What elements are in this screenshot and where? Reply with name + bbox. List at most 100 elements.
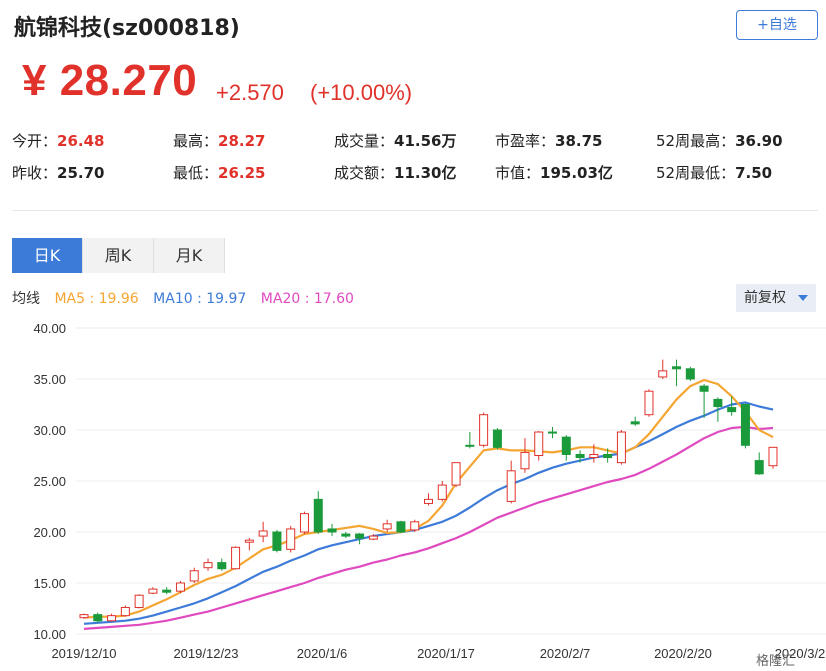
add-to-watchlist-button[interactable]: +自选	[736, 10, 818, 40]
stat-item: 52周最高：36.90	[656, 130, 783, 151]
ma20-legend: MA20 : 17.60	[260, 291, 354, 307]
x-tick-label: 2019/12/23	[173, 646, 238, 661]
candle-body	[286, 528, 296, 550]
candle-body	[217, 562, 227, 570]
candle-body	[685, 368, 695, 380]
x-tick-label: 2019/12/10	[51, 646, 116, 661]
stat-value: 11.30亿	[394, 164, 457, 182]
ma5-legend: MA5 : 19.96	[54, 291, 139, 307]
y-tick-label: 10.00	[33, 627, 66, 642]
candle-body	[479, 414, 489, 446]
candle-body	[189, 570, 199, 582]
price-change: +2.570	[216, 80, 284, 105]
stat-value: 26.48	[57, 132, 105, 150]
candle-body	[313, 498, 323, 533]
stat-label: 52周最高：	[656, 132, 736, 150]
candle-body	[327, 528, 337, 533]
stat-item: 最高：28.27	[173, 130, 265, 151]
x-tick-label: 2020/3/2	[775, 646, 826, 661]
candle-body	[148, 588, 158, 594]
candle-body	[603, 453, 613, 459]
stat-item: 今开：26.48	[12, 130, 104, 151]
ma10-line	[83, 401, 774, 625]
stat-label: 昨收：	[12, 164, 58, 182]
candle-body	[616, 431, 626, 464]
candle-body	[561, 436, 571, 455]
tab-daily-k[interactable]: 日K	[12, 238, 83, 273]
candle-body	[79, 614, 89, 619]
candle-body	[382, 523, 392, 530]
y-tick-label: 20.00	[33, 525, 66, 540]
candle-body	[754, 460, 764, 475]
stat-item: 昨收：25.70	[12, 162, 104, 183]
stat-label: 市值：	[495, 164, 541, 182]
stat-item: 52周最低：7.50	[656, 162, 772, 183]
candle-body	[492, 429, 502, 448]
y-tick-label: 40.00	[33, 321, 66, 336]
current-price: ¥ 28.270	[22, 56, 198, 105]
candle-body	[162, 589, 172, 593]
stat-label: 市盈率：	[495, 132, 556, 150]
candle-body	[437, 484, 447, 500]
candle-body	[299, 513, 309, 533]
candle-body	[506, 470, 516, 502]
candle-body	[203, 562, 213, 569]
candle-body	[258, 530, 268, 537]
watermark: 格隆汇	[756, 654, 796, 669]
candle-body	[589, 453, 599, 459]
price-change-percent: (+10.00%)	[310, 80, 413, 105]
adjust-type-label: 前复权	[744, 290, 786, 306]
candle-body	[368, 535, 378, 540]
candle-body	[244, 539, 254, 543]
y-tick-label: 25.00	[33, 474, 66, 489]
stat-item: 最低：26.25	[173, 162, 265, 183]
candle-body	[575, 453, 585, 459]
stat-value: 25.70	[57, 164, 105, 182]
stat-value: 195.03亿	[540, 164, 613, 182]
candle-body	[107, 615, 117, 622]
stat-item: 成交量：41.56万	[334, 130, 456, 151]
candle-body	[231, 546, 241, 570]
stat-label: 今开：	[12, 132, 58, 150]
candle-body	[134, 594, 144, 608]
stat-label: 最低：	[173, 164, 219, 182]
y-tick-label: 35.00	[33, 372, 66, 387]
candle-body	[672, 366, 682, 370]
tab-weekly-k[interactable]: 周K	[83, 238, 154, 273]
candle-body	[341, 533, 351, 537]
candle-body	[396, 521, 406, 533]
stat-label: 最高：	[173, 132, 219, 150]
candle-body	[451, 462, 461, 486]
stat-value: 7.50	[735, 164, 773, 182]
adjust-type-select[interactable]: 前复权	[736, 284, 816, 312]
candle-body	[93, 614, 103, 622]
stock-title: 航锦科技(sz000818)	[14, 16, 240, 41]
divider	[12, 210, 818, 211]
candle-body	[658, 370, 668, 378]
stat-item: 成交额：11.30亿	[334, 162, 456, 183]
tab-monthly-k[interactable]: 月K	[154, 238, 225, 273]
candle-body	[727, 407, 737, 413]
candle-body	[699, 385, 709, 392]
period-tabs: 日K 周K 月K	[12, 238, 225, 273]
ma20-line	[83, 425, 774, 630]
stat-value: 26.25	[218, 164, 266, 182]
candle-body	[355, 533, 365, 539]
candle-body	[424, 498, 433, 504]
ma5-line	[83, 378, 774, 619]
stat-value: 38.75	[555, 132, 603, 150]
stat-value: 41.56万	[394, 132, 457, 150]
candle-body	[410, 521, 420, 531]
candle-body	[548, 431, 558, 434]
candle-body	[520, 451, 530, 470]
y-tick-label: 30.00	[33, 423, 66, 438]
stat-item: 市值：195.03亿	[495, 162, 613, 183]
x-tick-label: 2020/1/6	[297, 646, 348, 661]
y-tick-label: 15.00	[33, 576, 66, 591]
candle-body	[272, 531, 282, 551]
x-tick-label: 2020/2/7	[540, 646, 591, 661]
chevron-down-icon	[798, 295, 808, 301]
stat-label: 成交额：	[334, 164, 395, 182]
candle-body	[534, 431, 544, 457]
